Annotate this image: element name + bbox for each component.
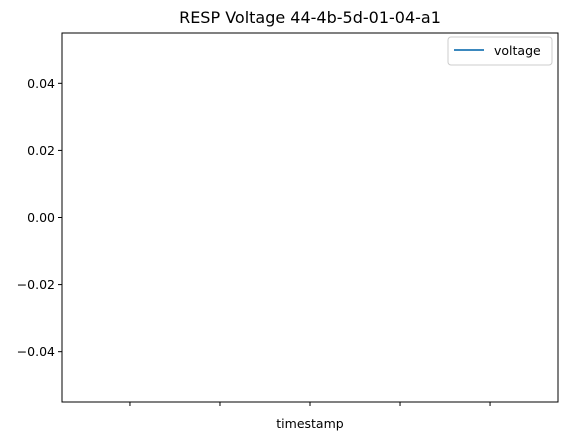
y-tick-label: −0.02	[17, 277, 55, 292]
x-axis-label: timestamp	[276, 416, 343, 431]
plot-area	[61, 32, 559, 403]
x-axis	[129, 402, 491, 406]
y-tick-label: −0.04	[17, 344, 55, 359]
y-tick-label: 0.04	[27, 76, 55, 91]
legend-box	[447, 36, 553, 66]
chart-title: RESP Voltage 44-4b-5d-01-04-a1	[179, 8, 441, 27]
legend-label-voltage: voltage	[494, 43, 541, 58]
y-axis: 0.04 0.02 0.00 −0.02 −0.04	[17, 76, 62, 359]
y-tick-label: 0.00	[27, 210, 55, 225]
legend: voltage	[447, 36, 553, 66]
y-tick-label: 0.02	[27, 143, 55, 158]
